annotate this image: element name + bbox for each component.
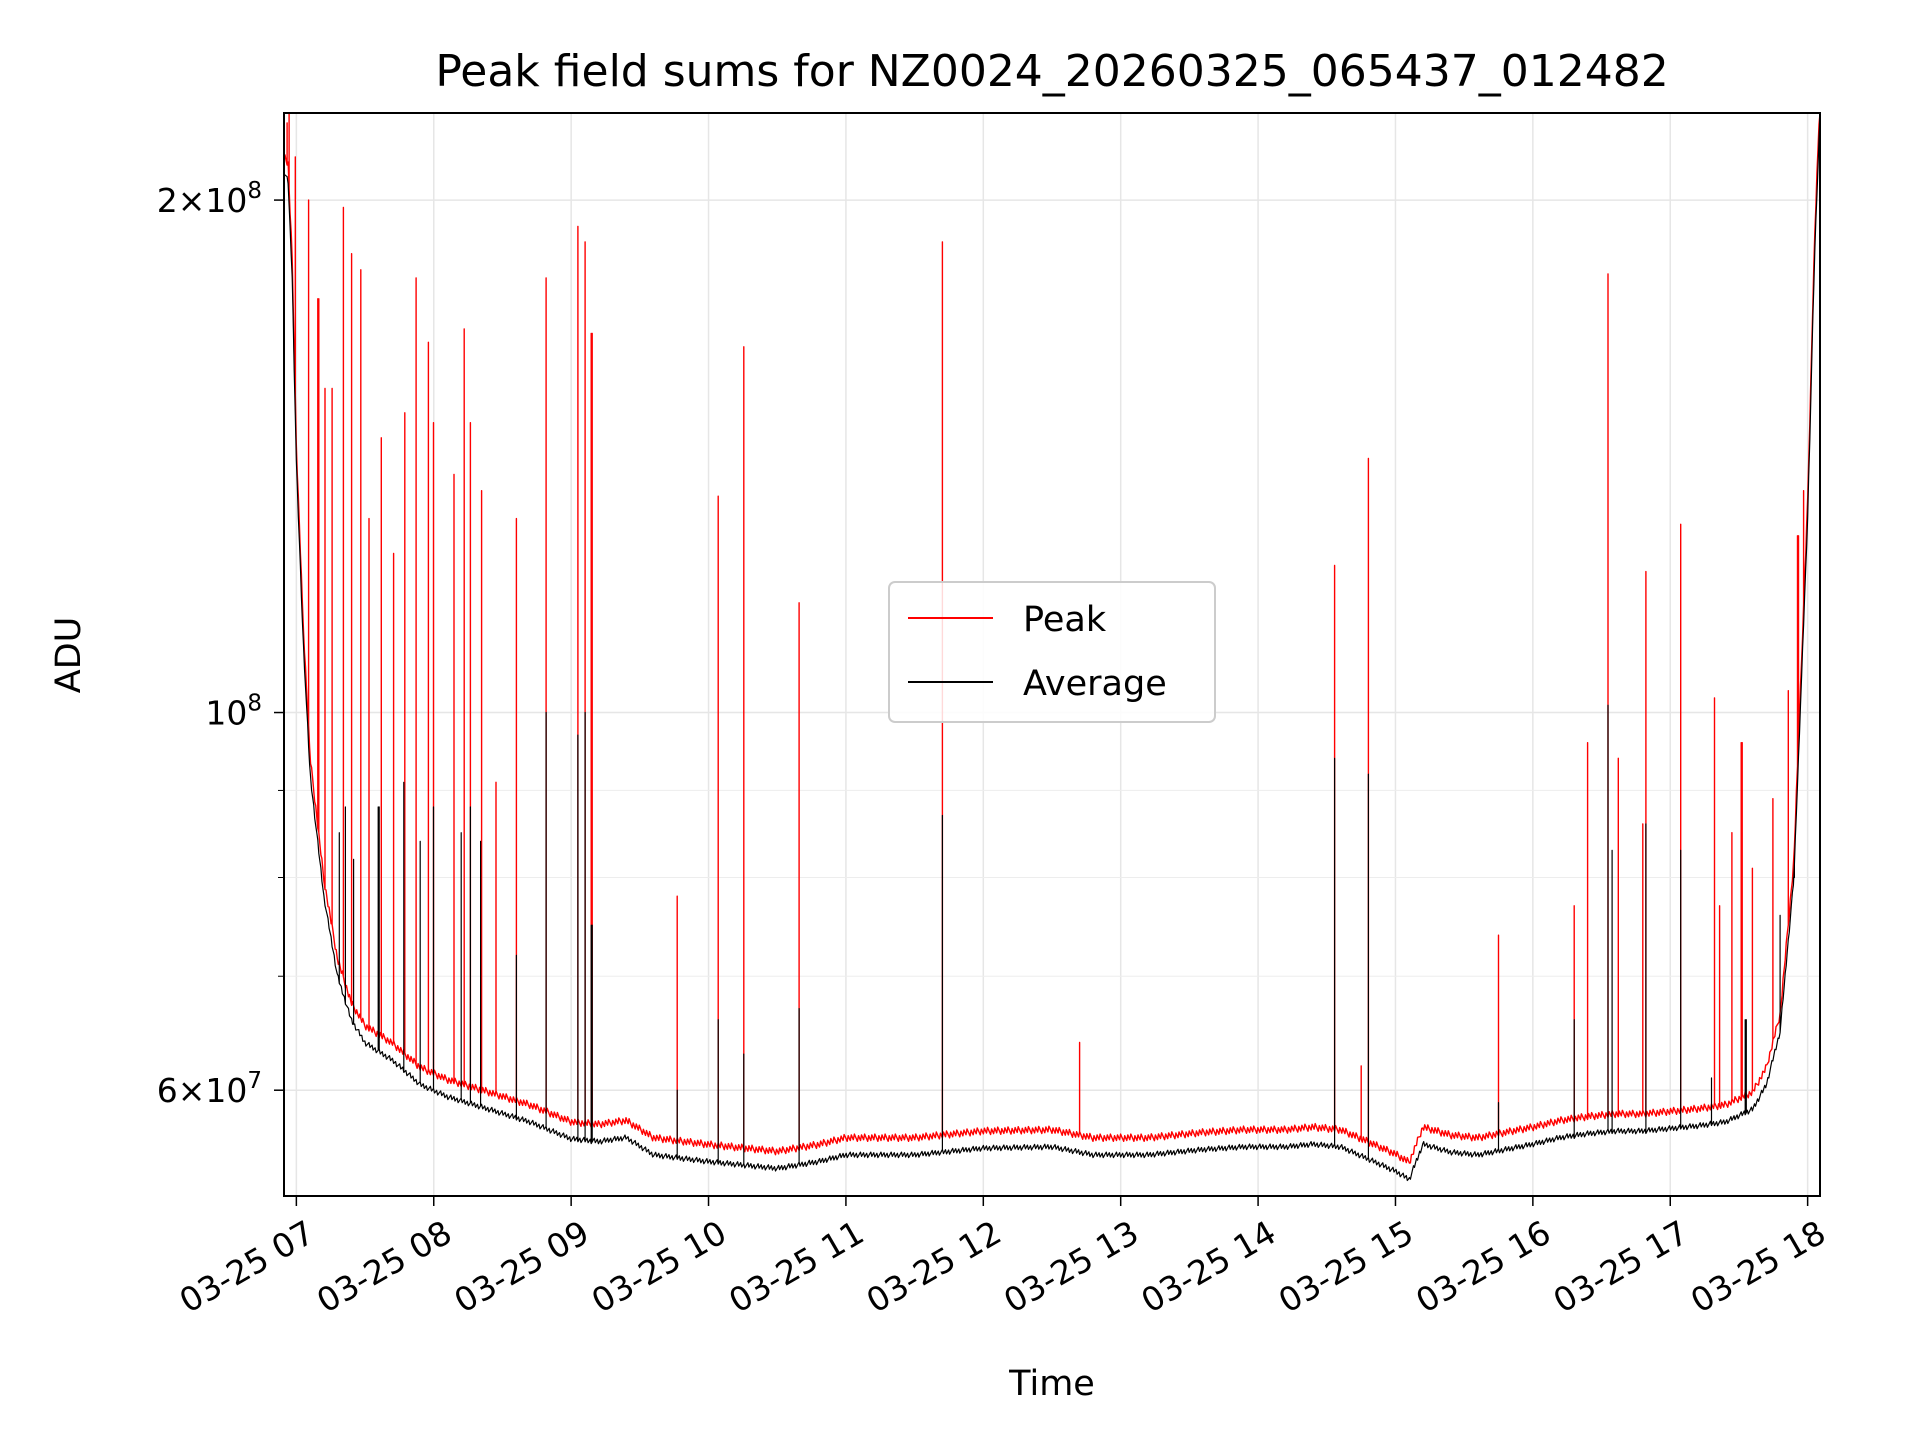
y-axis-label: ADU xyxy=(49,617,89,694)
chart-title: Peak field sums for NZ0024_20260325_0654… xyxy=(435,46,1668,97)
y-tick-label: 6×107 xyxy=(157,1068,262,1110)
plot-series xyxy=(284,113,1820,1182)
legend-label-peak: Peak xyxy=(1023,600,1107,640)
axes-frame xyxy=(283,112,1821,1197)
legend-label-average: Average xyxy=(1023,664,1167,704)
series-line-peak xyxy=(284,113,1820,1164)
series-line-average xyxy=(284,116,1820,1182)
y-tick-label: 108 xyxy=(205,691,262,733)
x-axis-label: Time xyxy=(1008,1364,1095,1404)
legend: Peak Average xyxy=(888,581,1216,723)
y-tick-label: 2×108 xyxy=(157,178,262,220)
